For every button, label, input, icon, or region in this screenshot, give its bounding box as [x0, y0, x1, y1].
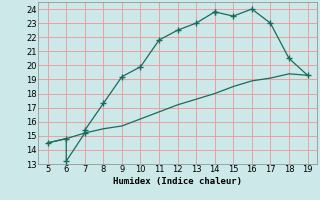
X-axis label: Humidex (Indice chaleur): Humidex (Indice chaleur)	[113, 177, 242, 186]
